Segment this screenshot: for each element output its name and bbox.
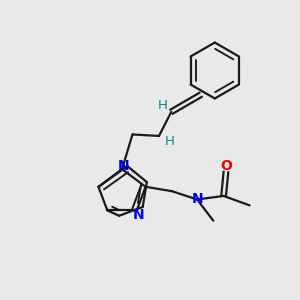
Text: H: H [164,135,174,148]
Text: O: O [220,160,232,173]
Text: N: N [132,208,144,222]
Text: N: N [191,193,203,206]
Text: N: N [118,159,129,172]
Text: H: H [158,99,168,112]
